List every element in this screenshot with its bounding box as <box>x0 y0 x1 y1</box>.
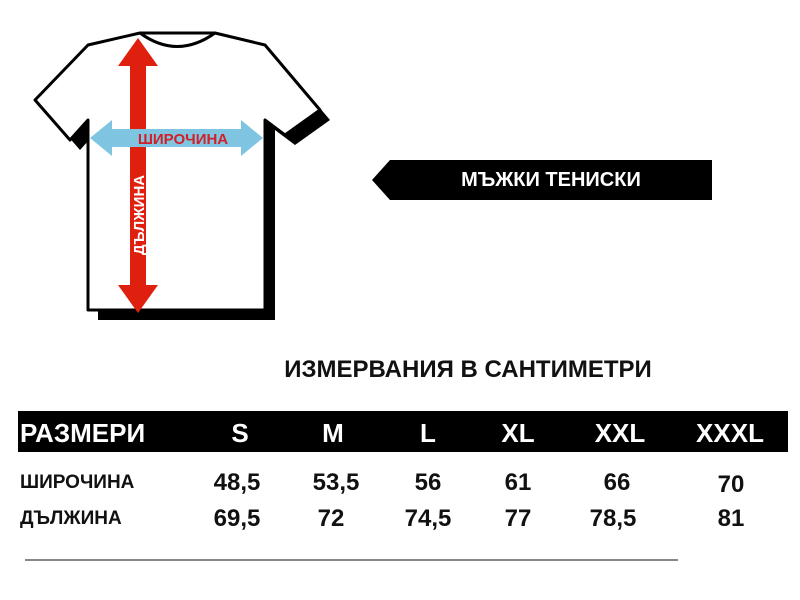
value-cell: 53,5 <box>312 469 360 496</box>
size-header: L <box>420 418 436 448</box>
size-header: XXL <box>594 418 646 448</box>
value-cell: 66 <box>603 469 631 496</box>
row-label: ШИРОЧИНА <box>20 472 135 493</box>
value-cell: 56 <box>414 469 442 496</box>
size-header: XXXL <box>696 418 764 448</box>
value-cell: 61 <box>504 469 532 496</box>
length-label: ДЪЛЖИНА <box>131 175 148 255</box>
value-cell: 77 <box>504 505 532 532</box>
length-arrow <box>118 38 158 313</box>
divider-line <box>25 559 678 561</box>
size-header: M <box>322 418 344 448</box>
value-cell: 48,5 <box>213 469 261 496</box>
banner-label: МЪЖКИ ТЕНИСКИ <box>461 169 641 191</box>
header-label: РАЗМЕРИ <box>20 418 146 448</box>
value-cell: 72 <box>317 505 345 532</box>
table-title: ИЗМЕРВАНИЯ В САНТИМЕТРИ <box>284 356 652 383</box>
size-header: S <box>231 418 249 448</box>
tshirt-outline <box>33 31 322 312</box>
value-cell: 78,5 <box>589 505 637 532</box>
value-cell: 74,5 <box>404 505 452 532</box>
banner-shape <box>372 160 712 200</box>
value-cell: 69,5 <box>213 505 261 532</box>
width-arrow <box>90 120 263 156</box>
value-cell: 81 <box>717 505 745 532</box>
table-header-bar <box>18 411 788 452</box>
width-label: ШИРОЧИНА <box>138 131 228 148</box>
value-cell: 70 <box>717 471 745 498</box>
row-label: ДЪЛЖИНА <box>20 508 122 529</box>
size-header: XL <box>501 418 535 448</box>
tshirt-diagram: ШИРОЧИНА ДЪЛЖИНА <box>33 31 330 320</box>
